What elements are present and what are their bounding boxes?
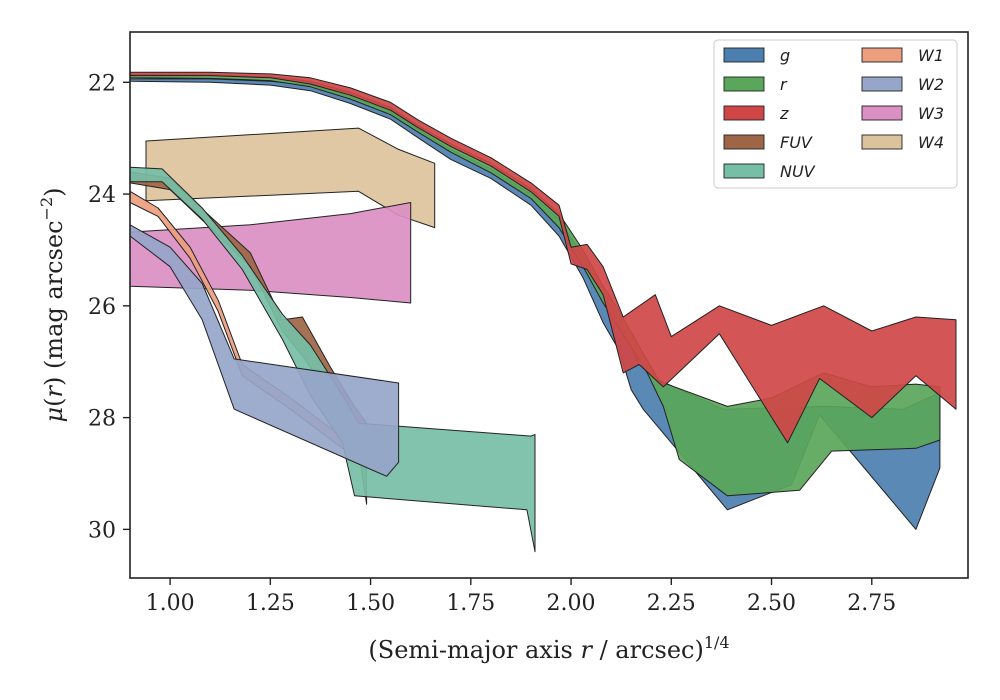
x-tick-label: 1.00 bbox=[146, 591, 195, 616]
y-axis-label-exponent: −2 bbox=[37, 197, 56, 221]
legend-swatch-r bbox=[723, 76, 765, 92]
series-layer bbox=[129, 71, 957, 553]
legend-label-nuv: NUV bbox=[780, 162, 816, 181]
plot-frame bbox=[129, 31, 969, 579]
y-axis-label-rest: ) (mag arcsec bbox=[40, 220, 68, 386]
ticks-layer: 1.00 1.25 1.50 1.75 2.00 2.25 2.50 2.75 22 24 26 28… bbox=[88, 71, 896, 616]
legend-label-fuv: FUV bbox=[780, 133, 813, 152]
y-tick-label: 22 bbox=[88, 71, 116, 96]
legend-swatch-g bbox=[723, 47, 765, 63]
x-tick-label: 1.25 bbox=[246, 591, 295, 616]
x-axis-label-var: r bbox=[580, 636, 593, 664]
legend-swatch-fuv bbox=[723, 134, 765, 150]
x-tick-label: 2.75 bbox=[847, 591, 896, 616]
legend-label-w3: W3 bbox=[918, 104, 944, 123]
legend-label-r: r bbox=[780, 75, 788, 94]
series-band-w2 bbox=[129, 224, 400, 477]
y-axis-label: μ(r) (mag arcsec−2) bbox=[37, 187, 68, 422]
x-tick-label: 2.00 bbox=[547, 591, 596, 616]
series-band-nuv bbox=[129, 166, 536, 553]
y-axis-label-var: r bbox=[40, 385, 68, 398]
x-tick-label: 1.75 bbox=[446, 591, 495, 616]
legend-label-w1: W1 bbox=[918, 46, 944, 65]
series-band-w4 bbox=[145, 127, 436, 229]
legend-label-w4: W4 bbox=[918, 133, 944, 152]
y-axis-label-mu: μ bbox=[40, 407, 68, 423]
y-tick-label: 28 bbox=[88, 407, 116, 432]
y-tick-label: 26 bbox=[88, 295, 116, 320]
legend-label-g: g bbox=[780, 46, 790, 65]
legend-swatch-w2 bbox=[861, 76, 903, 92]
y-axis-label-open: ( bbox=[40, 398, 68, 407]
x-axis-label-main: (Semi-major axis bbox=[368, 636, 580, 664]
x-tick-label: 2.25 bbox=[647, 591, 696, 616]
x-tick-label: 2.50 bbox=[747, 591, 796, 616]
legend-label-z: z bbox=[779, 104, 789, 123]
legend-swatch-w1 bbox=[861, 47, 903, 63]
y-axis-label-close: ) bbox=[40, 187, 68, 196]
y-tick-label: 24 bbox=[88, 183, 116, 208]
x-axis-label-mid: / arcsec) bbox=[592, 636, 704, 664]
series-band-z bbox=[129, 71, 957, 444]
legend-swatch-z bbox=[723, 105, 765, 121]
x-tick-label: 1.50 bbox=[346, 591, 395, 616]
legend: grz FUV NUV W1 W2 W3 W4 bbox=[713, 39, 958, 189]
legend-swatch-w3 bbox=[861, 105, 903, 121]
legend-swatch-w4 bbox=[861, 134, 903, 150]
x-axis-label: (Semi-major axis r / arcsec)1/4 bbox=[368, 633, 729, 664]
y-tick-label: 30 bbox=[88, 518, 116, 543]
legend-label-w2: W2 bbox=[918, 75, 944, 94]
x-axis-label-exponent: 1/4 bbox=[704, 633, 730, 652]
legend-swatch-nuv bbox=[723, 163, 765, 179]
